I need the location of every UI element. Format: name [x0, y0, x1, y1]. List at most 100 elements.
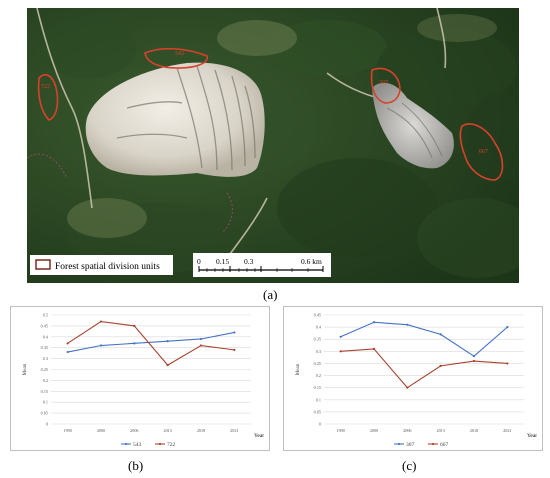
- chart-b-xtick-label: 2000: [97, 428, 105, 433]
- chart-c-xtick-label: 2006: [403, 428, 411, 433]
- chart-b-ylabel: Mean: [23, 363, 28, 375]
- chart-c-ytick-label: 0.4: [316, 325, 322, 330]
- chart-b-frame: 0 0.05 0.1 0.15 0.2 0.25 0.3 0.35 0.4 0.45 0.5 1990…: [10, 306, 270, 451]
- chart-b-ytick-label: 0.15: [41, 389, 48, 394]
- division-unit-boundaries: [37, 47, 504, 181]
- scale-bar: 0 0.15 0.3 0.6 km: [193, 253, 331, 277]
- chart-c-legend-label: 667: [440, 442, 449, 448]
- chart-c-legend-marker: [397, 442, 401, 446]
- chart-c-ytick-label: 0.25: [314, 361, 321, 366]
- chart-c-ylabel: Mean: [296, 363, 301, 375]
- caption-b: (b): [128, 458, 144, 473]
- chart-b-ytick-label: 0.1: [43, 400, 48, 405]
- chart-b-legend-label: 543: [133, 442, 142, 448]
- chart-b-series-543-point: [199, 337, 203, 341]
- chart-c-ytick-label: 0.2: [316, 373, 321, 378]
- chart-b-series-722-point: [233, 348, 236, 351]
- chart-b-series-543-point: [99, 344, 103, 347]
- unit-boundary-north: [144, 47, 208, 69]
- secondary-terraces: [386, 102, 443, 159]
- chart-c-series-667-point: [372, 347, 376, 351]
- chart-b-series-543-point: [133, 342, 136, 345]
- caption-c: (c): [402, 458, 417, 473]
- chart-c-series-667-point: [506, 362, 509, 365]
- chart-b-ytick-label: 0.45: [41, 323, 48, 328]
- unit-boundary-east: [370, 67, 401, 104]
- chart-b-xtick-label: 2021: [230, 428, 238, 433]
- map-image: 543 722 307 667 Forest spatial division …: [27, 8, 519, 283]
- chart-b-ytick-label: 0.25: [41, 367, 48, 372]
- chart-c-ytick-label: 0.45: [314, 313, 321, 318]
- chart-b-series-722-point: [99, 320, 103, 323]
- scale-tick-0-6: 0.6 km: [301, 257, 322, 266]
- chart-b-xtick-label: 2018: [197, 428, 205, 433]
- scale-tick-0-15: 0.15: [216, 257, 229, 266]
- chart-b-ytick-label: 0: [46, 422, 48, 427]
- chart-b-series-722-point: [133, 324, 136, 327]
- chart-c-series-307-point: [372, 321, 376, 324]
- chart-b-series-722-line: [67, 320, 235, 366]
- chart-b-ytick-label: 0.05: [41, 411, 48, 416]
- scale-tick-0-3: 0.3: [244, 257, 254, 266]
- chart-b-ytick-label: 0.4: [43, 334, 49, 339]
- unit-boundary-west: [37, 74, 59, 121]
- chart-c-series-667-point: [339, 350, 342, 353]
- legend-label: Forest spatial division units: [55, 262, 160, 272]
- chart-c-ytick-label: 0.15: [314, 385, 321, 390]
- chart-c-xtick-label: 2000: [370, 428, 378, 433]
- chart-b-xtick-label: 2013: [163, 428, 171, 433]
- legend-swatch: [35, 259, 51, 270]
- meadow-patches: [67, 14, 497, 238]
- chart-b-legend-marker: [124, 442, 128, 446]
- chart-c-ytick-label: 0.1: [316, 397, 321, 402]
- chart-c-legend-marker: [431, 442, 435, 446]
- main-quarry: [85, 62, 265, 177]
- chart-c-ytick-label: 0.05: [314, 409, 321, 414]
- chart-c-ytick-label: 0.3: [316, 349, 321, 354]
- chart-c-ytick-label: 0: [319, 422, 321, 427]
- unit-boundary-southeast: [459, 123, 504, 181]
- chart-c-frame: 0 0.05 0.1 0.15 0.2 0.25 0.3 0.35 0.4 0.45 1990 200…: [283, 306, 543, 451]
- chart-c-series-307-point: [339, 335, 342, 338]
- chart-c-series-667-point: [472, 359, 476, 363]
- chart-b-ytick-label: 0.2: [43, 378, 48, 383]
- chart-c-series-307-point: [472, 355, 476, 358]
- chart-c-xlabel: Year: [527, 433, 537, 439]
- chart-b-xtick-label: 1990: [63, 428, 71, 433]
- chart-b-series-722-point: [199, 344, 203, 347]
- chart-c: 0 0.05 0.1 0.15 0.2 0.25 0.3 0.35 0.4 0.45 1990 200…: [296, 313, 537, 449]
- chart-c-series-307-line: [340, 321, 508, 357]
- map-legend: Forest spatial division units: [30, 255, 173, 275]
- unit-label-543: 543: [175, 51, 184, 57]
- quarry-terraces: [116, 65, 256, 171]
- chart-b-xlabel: Year: [254, 433, 264, 439]
- chart-b-ytick-label: 0.35: [41, 345, 48, 350]
- chart-b-ytick-label: 0.5: [43, 313, 48, 318]
- unit-outline-dashed: [27, 153, 233, 234]
- chart-c-series-667-line: [340, 348, 508, 389]
- chart-b-series-543-point: [233, 331, 236, 334]
- chart-b-series-543-point: [66, 350, 69, 354]
- chart-b: 0 0.05 0.1 0.15 0.2 0.25 0.3 0.35 0.4 0.45 0.5 1990…: [23, 313, 264, 449]
- unit-label-307: 307: [379, 80, 388, 86]
- chart-c-ytick-label: 0.35: [314, 337, 321, 342]
- chart-c-legend-label: 307: [406, 442, 415, 448]
- chart-b-ytick-label: 0.3: [43, 356, 48, 361]
- scale-tick-0: 0: [197, 257, 201, 266]
- chart-b-xtick-label: 2006: [130, 428, 138, 433]
- secondary-quarry: [372, 82, 454, 169]
- chart-c-xtick-label: 2021: [503, 428, 511, 433]
- chart-b-series-543-line: [67, 331, 235, 353]
- unit-label-722: 722: [41, 84, 50, 90]
- chart-c-series-667-point: [439, 364, 442, 367]
- chart-c-xtick-label: 1990: [336, 428, 344, 433]
- chart-c-xtick-label: 2013: [436, 428, 444, 433]
- unit-label-667: 667: [479, 149, 488, 155]
- chart-c-series-307-point: [439, 333, 442, 336]
- caption-a: (a): [263, 287, 278, 302]
- chart-b-series-722-point: [166, 364, 169, 367]
- chart-c-series-307-point: [406, 323, 409, 326]
- chart-b-legend-label: 722: [167, 442, 176, 448]
- satellite-map: 543 722 307 667 Forest spatial division …: [27, 8, 519, 283]
- chart-b-legend-marker: [158, 442, 162, 446]
